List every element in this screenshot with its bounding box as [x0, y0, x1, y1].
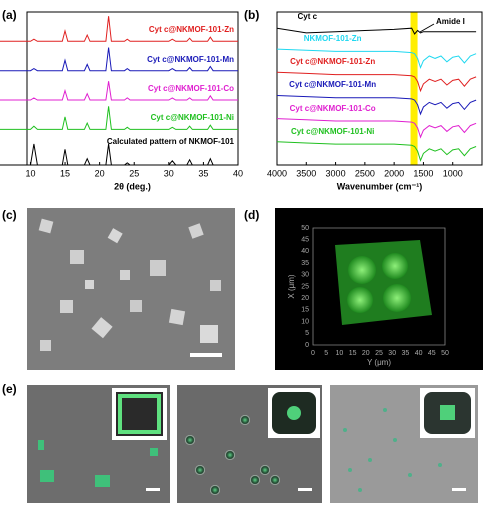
- series-label-text: Cyt c@NKMOF-101-Co: [147, 84, 234, 94]
- x-axis-tick-label: 50: [301, 225, 309, 232]
- y-axis-tick-label: 45: [428, 350, 436, 357]
- panel-label: (e): [2, 382, 17, 396]
- x-axis-label: Wavenumber (cm⁻¹): [337, 181, 422, 191]
- series-label: Cyt c@NKMOF-101-Co: [147, 84, 234, 94]
- x-axis-tick-label: 45: [301, 237, 309, 244]
- x-tick-label: 3500: [296, 168, 316, 178]
- y-axis-tick-label: 25: [375, 350, 383, 357]
- x-tick-label: 3000: [326, 168, 346, 178]
- series-label-text: Calculated pattern of NKMOF-101: [106, 137, 234, 146]
- series-label: Cyt c@NKMOF-101-Mn: [289, 80, 377, 90]
- series-line: [276, 48, 477, 70]
- series-label-text: NKMOF-101-Zn: [303, 34, 362, 44]
- annotation: Amide I: [436, 17, 465, 26]
- y-axis-tick-label: 15: [349, 350, 357, 357]
- series-label: Calculated pattern of NKMOF-101: [106, 137, 234, 146]
- y-axis-tick-label: 35: [402, 350, 410, 357]
- series-line: [0, 16, 238, 42]
- x-axis-tick-label: 5: [305, 330, 309, 337]
- x-tick-label: 15: [60, 168, 70, 178]
- highlight-band: [410, 12, 418, 165]
- x-axis-label: X (μm): [287, 274, 296, 298]
- series-label: Cyt c@NKMOF-101-Ni: [290, 126, 375, 136]
- x-tick-label: 40: [233, 168, 243, 178]
- x-axis-tick-label: 15: [301, 307, 309, 314]
- series-line: [276, 118, 477, 139]
- x-axis-label: 2θ (deg.): [114, 181, 151, 191]
- sem-image: [27, 208, 235, 370]
- x-tick-label: 2000: [384, 168, 404, 178]
- series-line: [0, 106, 238, 130]
- series-label-text: Cyt c@NKMOF-101-Ni: [150, 113, 234, 123]
- x-tick-label: 20: [95, 168, 105, 178]
- x-tick-label: 1000: [443, 168, 463, 178]
- x-tick-label: 35: [198, 168, 208, 178]
- x-axis-tick-label: 25: [301, 283, 309, 290]
- series-label: Cyt c@NKMOF-101-Zn: [148, 25, 234, 35]
- x-axis-tick-label: 40: [301, 248, 309, 255]
- series-label: Cyt c@NKMOF-101-Mn: [147, 54, 234, 64]
- series-label: NKMOF-101-Zn: [303, 34, 362, 44]
- y-axis-tick-label: 10: [336, 350, 344, 357]
- x-axis-tick-label: 30: [301, 272, 309, 279]
- panel-label: (d): [244, 208, 259, 222]
- series-line: [276, 27, 477, 35]
- series-label: Cyt c@NKMOF-101-Zn: [290, 57, 376, 67]
- panel-label: (c): [2, 208, 17, 222]
- series-label: Cyt c: [297, 12, 318, 22]
- series-line: [276, 71, 477, 93]
- x-tick-label: 2500: [355, 168, 375, 178]
- series-label-text: Cyt c@NKMOF-101-Zn: [148, 25, 234, 35]
- confocal-image: [275, 208, 483, 370]
- series-line: [276, 141, 477, 162]
- x-tick-label: 30: [164, 168, 174, 178]
- series-label: Cyt c@NKMOF-101-Ni: [150, 113, 234, 123]
- series-label-text: Cyt c@NKMOF-101-Ni: [290, 126, 375, 136]
- series-label-text: Cyt c@NKMOF-101-Zn: [290, 57, 376, 67]
- y-axis-tick-label: 0: [311, 350, 315, 357]
- panel-label: (b): [244, 8, 259, 22]
- y-axis-label: Y (μm): [367, 358, 391, 367]
- x-axis-tick-label: 10: [301, 318, 309, 325]
- y-axis-tick-label: 30: [388, 350, 396, 357]
- series-line: [0, 47, 238, 72]
- series-label-text: Cyt c@NKMOF-101-Mn: [289, 80, 377, 90]
- x-tick-label: 10: [25, 168, 35, 178]
- x-tick-label: 25: [129, 168, 139, 178]
- x-axis-tick-label: 0: [305, 342, 309, 349]
- y-axis-tick-label: 5: [324, 350, 328, 357]
- fluorescence-images: [27, 385, 478, 503]
- x-tick-label: 4000: [267, 168, 287, 178]
- series-label: Cyt c@NKMOF-101-Co: [289, 103, 376, 113]
- series-line: [276, 95, 477, 116]
- series-line: [0, 143, 238, 166]
- y-axis-tick-label: 50: [441, 350, 449, 357]
- series-label-text: Cyt c@NKMOF-101-Mn: [147, 54, 234, 64]
- series-label-text: Cyt c: [297, 12, 318, 22]
- plot-frame: [276, 11, 483, 166]
- series-label-text: Cyt c@NKMOF-101-Co: [289, 103, 376, 113]
- series-line: [0, 81, 238, 101]
- y-axis-tick-label: 40: [415, 350, 423, 357]
- x-tick-label: 1500: [413, 168, 433, 178]
- y-axis-tick-label: 20: [362, 350, 370, 357]
- x-axis-tick-label: 35: [301, 260, 309, 267]
- panel-label: (a): [2, 8, 17, 22]
- x-axis-tick-label: 20: [301, 295, 309, 302]
- annotation-arrow: [419, 23, 435, 33]
